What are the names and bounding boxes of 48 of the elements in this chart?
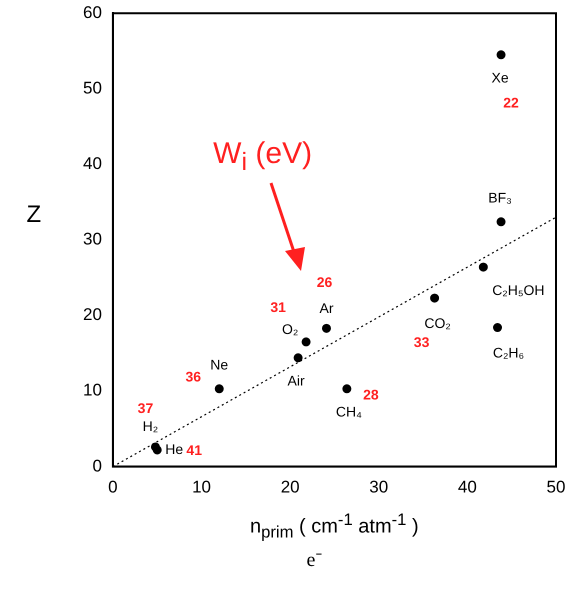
annotation: 37 bbox=[138, 400, 154, 416]
annotation: C₂H₆ bbox=[492, 344, 524, 360]
annotation: 22 bbox=[503, 94, 520, 111]
x-tick-label: 0 bbox=[108, 477, 118, 496]
annotation: W$_{i}$ (eV) bbox=[213, 136, 312, 177]
annotation: 41 bbox=[186, 442, 202, 458]
y-tick-label: 30 bbox=[82, 230, 102, 249]
y-tick-label: 10 bbox=[82, 380, 102, 400]
x-tick-label: 40 bbox=[458, 477, 477, 496]
point bbox=[294, 353, 303, 362]
y-tick-label: 0 bbox=[92, 456, 102, 476]
annotation: 31 bbox=[270, 298, 286, 315]
y-tick-label: 50 bbox=[82, 78, 102, 98]
annotation: 33 bbox=[414, 334, 430, 350]
y-tick-label: 40 bbox=[82, 154, 102, 174]
annotation: H₂ bbox=[142, 418, 158, 434]
x-tick-label: 10 bbox=[192, 477, 211, 496]
annotation: BF₃ bbox=[488, 190, 512, 206]
x-tick-label: 20 bbox=[280, 477, 300, 496]
annotation: C₂H₅OH bbox=[492, 282, 544, 298]
point bbox=[496, 217, 506, 226]
x-axis-title: n$_{prim}$ ( cm$^{-1}$ atm$^{-1}$ ) bbox=[250, 510, 419, 543]
annotation: Air bbox=[288, 372, 306, 389]
y-tick-label: 60 bbox=[82, 2, 102, 22]
y-axis-title: Z bbox=[26, 200, 42, 229]
point bbox=[342, 384, 352, 394]
point bbox=[496, 50, 506, 60]
annotation: Xe bbox=[491, 70, 509, 86]
annotation: 36 bbox=[185, 368, 202, 385]
point bbox=[214, 384, 224, 394]
point bbox=[478, 262, 488, 272]
annotation: He bbox=[165, 440, 184, 457]
point bbox=[152, 445, 162, 454]
text: e⁻ bbox=[306, 548, 322, 572]
point bbox=[322, 324, 331, 333]
annotation: 26 bbox=[316, 274, 332, 290]
annotation: Ar bbox=[319, 300, 334, 316]
point bbox=[302, 337, 311, 346]
point bbox=[493, 323, 502, 332]
annotation: CH₄ bbox=[336, 404, 362, 420]
x-tick-label: 50 bbox=[546, 477, 566, 496]
annotation: 28 bbox=[363, 386, 379, 403]
point bbox=[430, 294, 440, 303]
annotation: CO₂ bbox=[424, 314, 451, 331]
y-tick-label: 20 bbox=[82, 305, 102, 324]
annotation: Ne bbox=[210, 356, 228, 373]
annotation: O₂ bbox=[282, 320, 298, 337]
x-tick-label: 30 bbox=[369, 477, 388, 496]
